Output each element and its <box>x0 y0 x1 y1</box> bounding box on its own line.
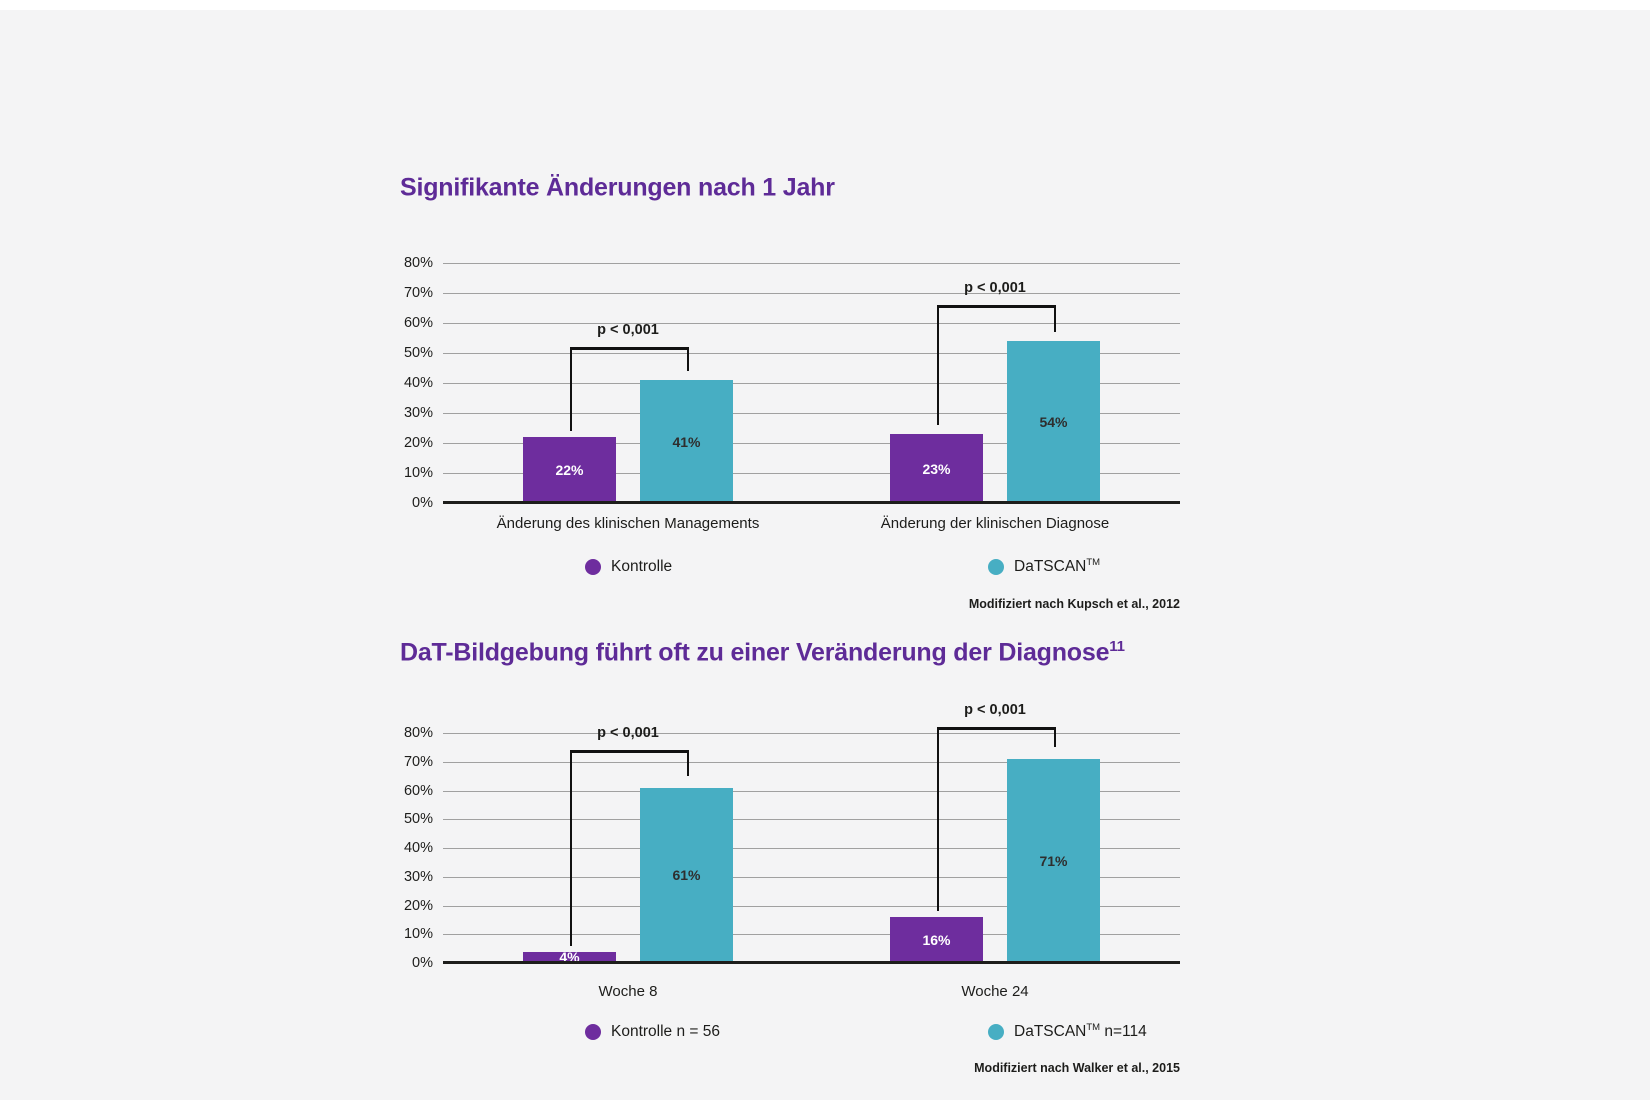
y-tick-label-40: 40% <box>403 375 433 391</box>
y-tick-label-20: 20% <box>403 897 433 914</box>
bar-value-label: 71% <box>1039 852 1068 869</box>
kontrolle-n-56-legend-dot <box>585 1024 601 1040</box>
bar-kontrolle-group-0: 22% <box>523 437 616 503</box>
gridline-40 <box>443 383 1180 384</box>
y-tick-label-80: 80% <box>403 255 433 271</box>
chart-2-title-superscript: 11 <box>1109 638 1125 655</box>
gridline-50 <box>443 819 1180 821</box>
y-tick-label-0: 0% <box>412 955 433 971</box>
significance-bracket-top-1 <box>936 305 1056 308</box>
legend-label-datscan: DaTSCANTM n=114 <box>1014 1022 1147 1041</box>
y-tick-label-10: 10% <box>403 926 433 943</box>
y-tick-label-80: 80% <box>403 725 433 741</box>
bar-value-label: 22% <box>555 462 584 478</box>
bar-datscan-group-0: 61% <box>640 787 733 963</box>
significance-bracket-top-0 <box>569 347 689 350</box>
datscan-legend-dot <box>988 559 1004 575</box>
bar-value-label: 23% <box>922 460 951 477</box>
significance-bracket-top-1 <box>936 727 1056 730</box>
significance-bracket-right-1 <box>1053 727 1056 748</box>
x-axis-line <box>443 961 1180 964</box>
chart-2-title-text: DaT-Bildgebung führt oft zu einer Veränd… <box>400 638 1110 667</box>
y-tick-label-50: 50% <box>403 811 433 828</box>
significance-bracket-left-1 <box>936 305 939 425</box>
significance-bracket-left-0 <box>569 347 572 431</box>
gridline-20 <box>443 905 1180 907</box>
gridline-40 <box>443 848 1180 849</box>
legend-item-kontrolle: Kontrolle <box>585 555 672 579</box>
chart-1-source-note: Modifiziert nach Kupsch et al., 2012 <box>968 597 1180 611</box>
significance-bracket-right-0 <box>686 347 689 371</box>
bar-datscan-group-1: 54% <box>1007 341 1100 503</box>
gridline-20 <box>443 443 1180 444</box>
gridline-30 <box>443 413 1180 414</box>
chart-1-title: Signifikante Änderungen nach 1 Jahr <box>400 173 835 202</box>
y-tick-label-20: 20% <box>403 435 433 451</box>
chart-1-plot-area: 80% 70% 60% 50% 40% 30% 20% 10% 0% 22% 23% 41% 54% p … <box>404 255 1180 511</box>
gridline-10 <box>443 934 1180 936</box>
bar-kontrolle-group-1: 23% <box>890 434 983 503</box>
kontrolle-legend-dot <box>585 559 601 575</box>
x-category-label-nderung-des-klinischen-managements: Änderung des klinischen Managements <box>496 515 760 532</box>
chart-2-plot-area: 80% 70% 60% 50% 40% 30% 20% 10% 0% 4% 16% 61% 71% p <… <box>404 702 1180 971</box>
gridline-70 <box>443 761 1180 763</box>
p-value-label-1: p < 0,001 <box>964 280 1026 296</box>
bar-datscan-group-0: 41% <box>640 380 733 503</box>
bar-value-label: 4% <box>559 949 580 966</box>
y-tick-label-30: 30% <box>403 868 433 885</box>
legend-label-kontrolle-n-56: Kontrolle n = 56 <box>611 1023 721 1040</box>
y-tick-label-40: 40% <box>403 840 433 856</box>
x-category-label-nderung-der-klinischen-diagnose: Änderung der klinischen Diagnose <box>880 515 1110 532</box>
significance-bracket-right-1 <box>1053 305 1056 332</box>
gridline-30 <box>443 876 1180 878</box>
y-tick-label-30: 30% <box>403 405 433 421</box>
gridline-10 <box>443 473 1180 474</box>
top-margin-strip <box>0 0 1650 10</box>
y-tick-label-70: 70% <box>403 285 433 301</box>
y-tick-label-10: 10% <box>403 465 433 481</box>
datscan-legend-dot <box>988 1024 1004 1040</box>
chart-dat-imaging-diagnosis-change: DaT-Bildgebung führt oft zu einer Veränd… <box>400 630 1190 1090</box>
bar-value-label: 16% <box>922 932 951 948</box>
legend-label-datscan: DaTSCANTM <box>1014 557 1101 576</box>
y-tick-label-60: 60% <box>403 315 433 331</box>
significance-bracket-top-0 <box>569 750 689 753</box>
bar-kontrolle-n-56-group-1: 16% <box>890 917 983 963</box>
y-tick-label-60: 60% <box>403 782 433 799</box>
significance-bracket-left-1 <box>936 727 939 912</box>
y-tick-label-50: 50% <box>403 345 433 361</box>
chart-2-source-note: Modifiziert nach Walker et al., 2015 <box>974 1061 1180 1075</box>
legend-item-datscan: DaTSCANTM <box>988 555 1100 579</box>
gridline-60 <box>443 323 1180 324</box>
p-value-label-1: p < 0,001 <box>964 702 1026 719</box>
legend-label-superscript: TM <box>1086 1022 1101 1034</box>
y-tick-label-0: 0% <box>412 495 433 511</box>
legend-label-kontrolle: Kontrolle <box>611 558 673 575</box>
legend-label-superscript: TM <box>1086 557 1101 569</box>
x-category-label-woche-24: Woche 24 <box>961 983 1029 1000</box>
chart-significant-changes: Signifikante Änderungen nach 1 Jahr 80% 7… <box>400 160 1190 620</box>
bar-kontrolle-n-56-group-0: 4% <box>523 949 616 966</box>
x-category-label-woche-8: Woche 8 <box>598 983 658 1000</box>
legend-item-datscan: DaTSCANTM n=114 <box>988 1020 1147 1044</box>
gridline-80 <box>443 263 1180 264</box>
significance-bracket-left-0 <box>569 750 572 946</box>
bar-datscan-group-1: 71% <box>1007 758 1100 963</box>
p-value-label-0: p < 0,001 <box>597 322 659 338</box>
x-axis-line <box>443 501 1180 504</box>
y-tick-label-70: 70% <box>403 753 433 770</box>
bar-value-label: 54% <box>1039 414 1068 430</box>
p-value-label-0: p < 0,001 <box>597 725 659 742</box>
bar-value-label: 41% <box>672 433 701 450</box>
bar-value-label: 61% <box>672 867 701 884</box>
gridline-50 <box>443 353 1180 354</box>
chart-1-title-text: Signifikante Änderungen nach 1 Jahr <box>400 173 835 202</box>
gridline-80 <box>443 733 1180 734</box>
gridline-70 <box>443 293 1180 294</box>
legend-item-kontrolle-n-56: Kontrolle n = 56 <box>585 1020 720 1044</box>
chart-2-title: DaT-Bildgebung führt oft zu einer Veränd… <box>400 638 1125 667</box>
significance-bracket-right-0 <box>686 750 689 777</box>
gridline-60 <box>443 790 1180 792</box>
